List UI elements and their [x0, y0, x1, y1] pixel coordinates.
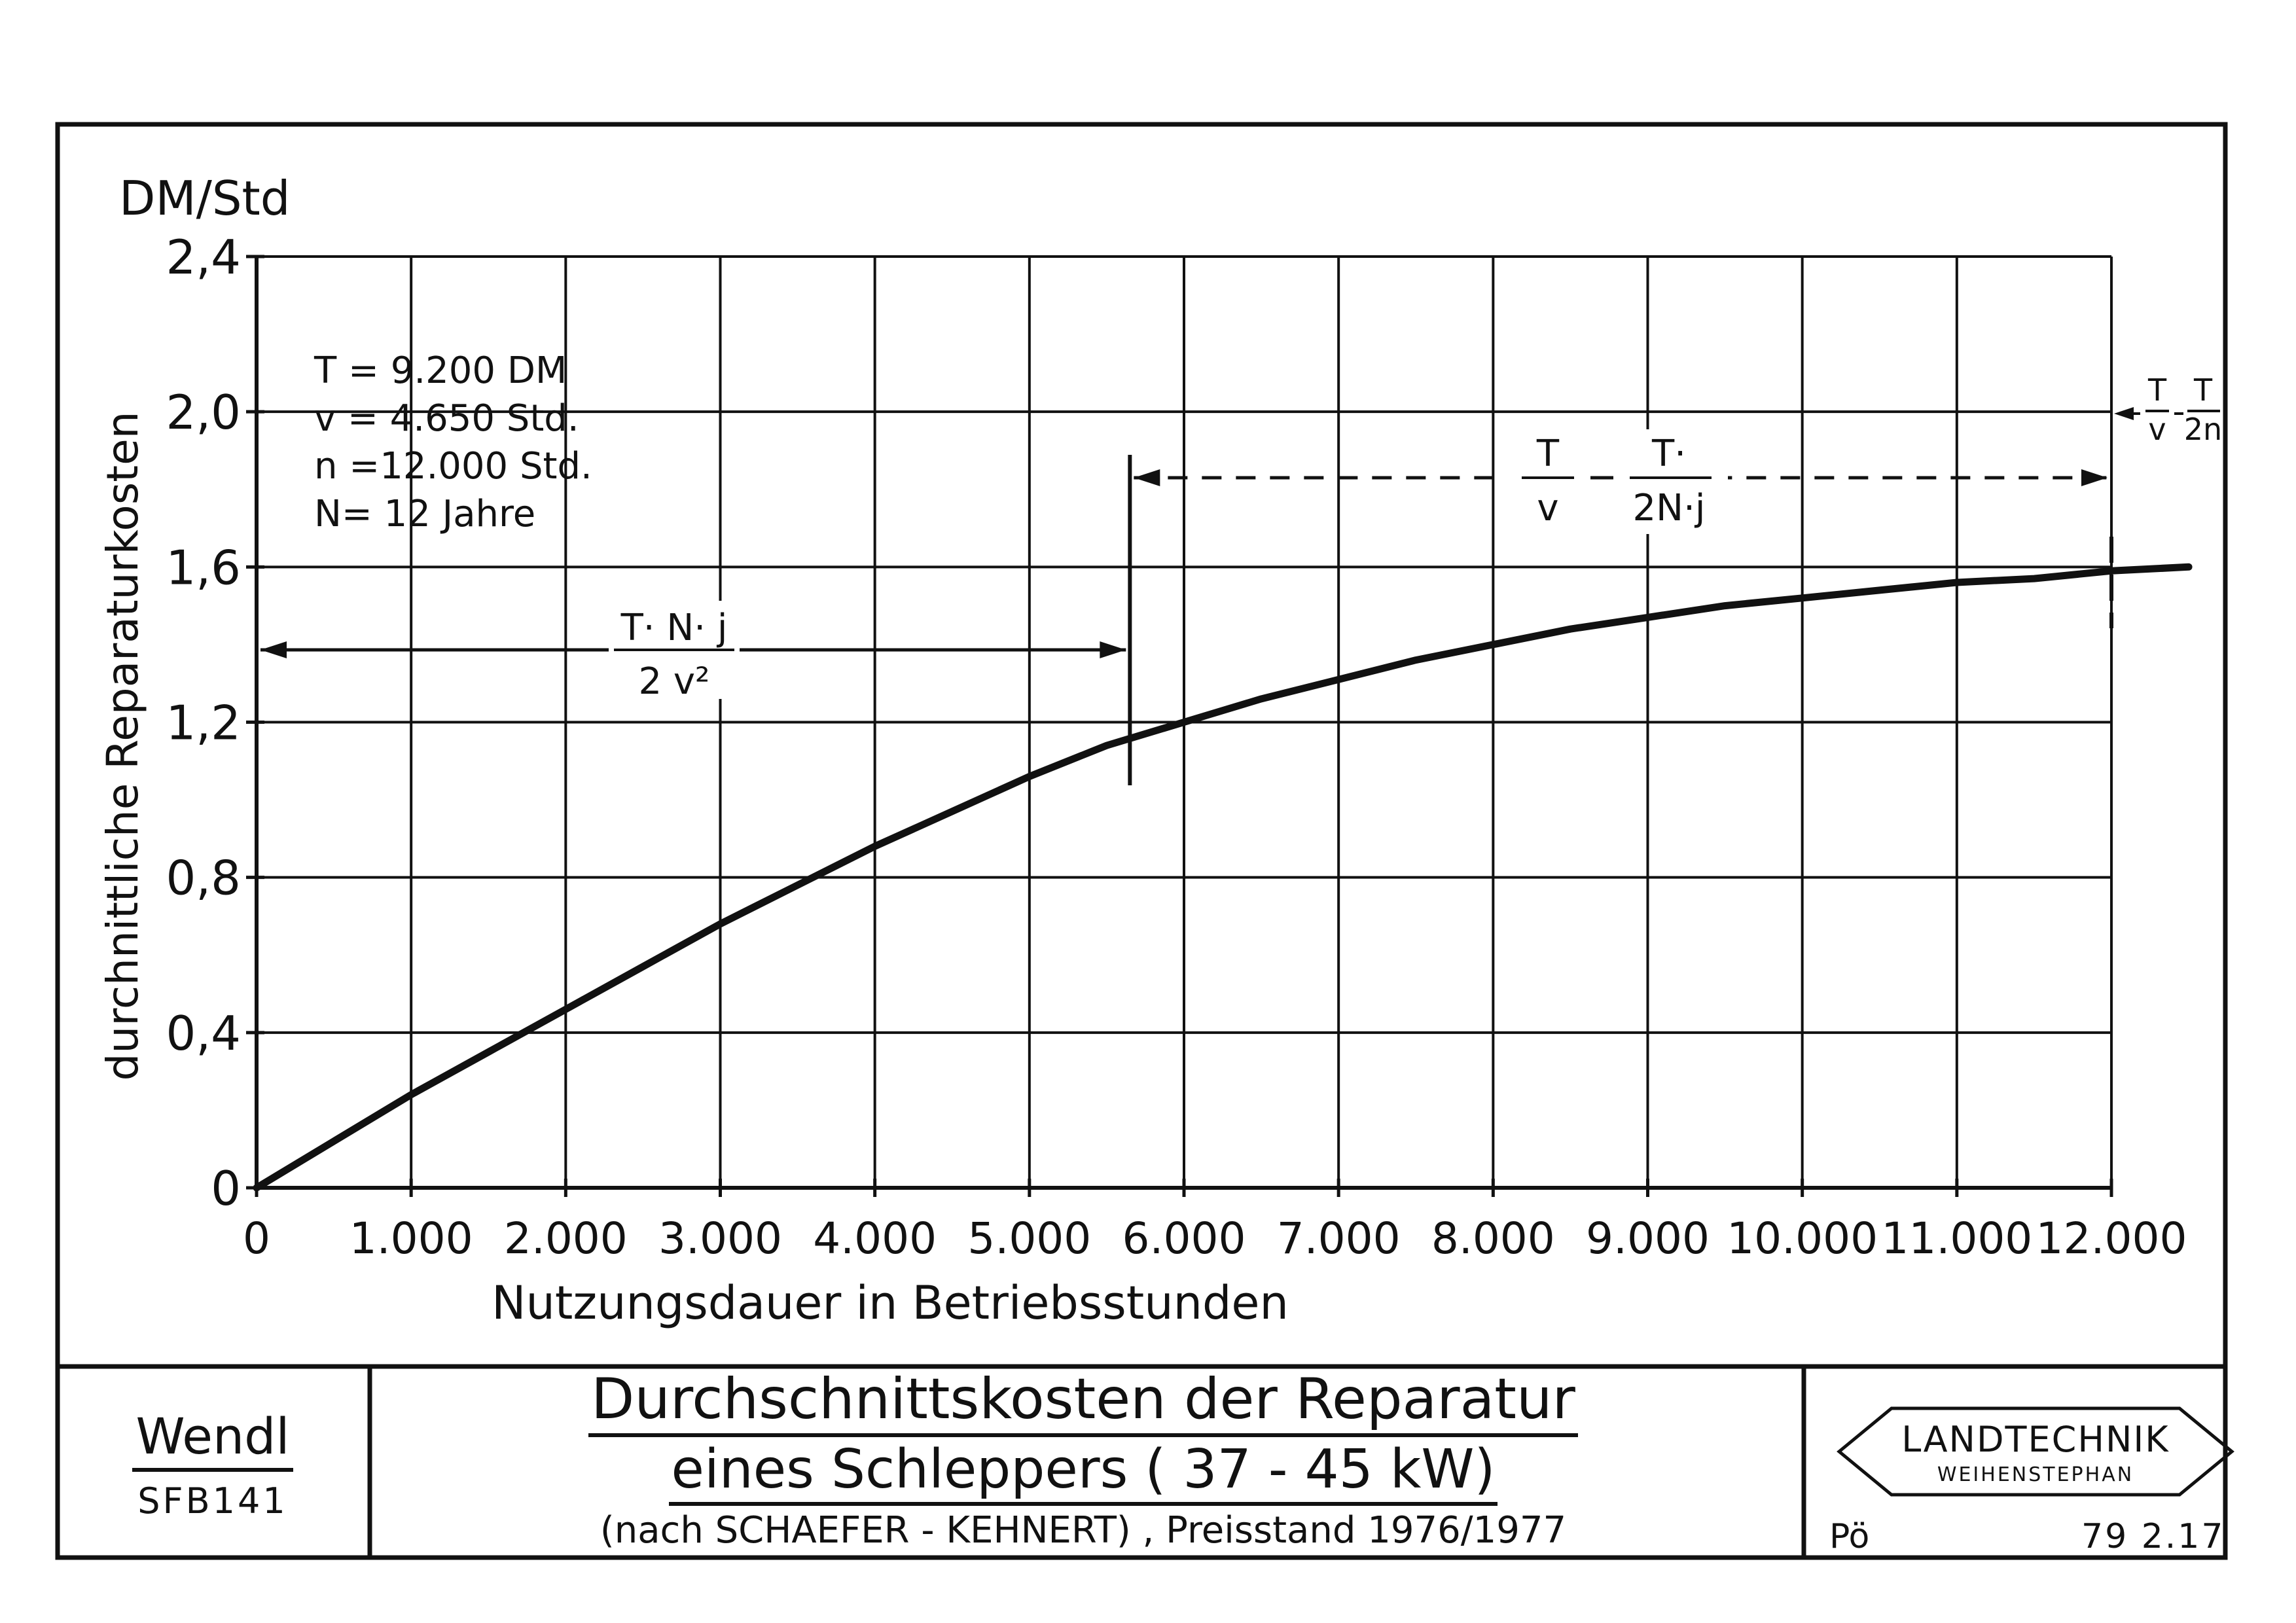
- param-v: v = 4.650 Std.: [314, 397, 579, 440]
- phase2-formula-den2: 2N·j: [1633, 487, 1706, 529]
- x-tick-label: 8.000: [1431, 1213, 1555, 1264]
- x-tick-label: 0: [243, 1213, 270, 1264]
- x-tick-label: 4.000: [813, 1213, 937, 1264]
- y-tick-label: 0: [211, 1161, 241, 1216]
- x-tick-label: 7.000: [1277, 1213, 1401, 1264]
- phase3-formula-num2: T: [2193, 372, 2213, 408]
- figure-source: (nach SCHAEFER - KEHNERT) , Preisstand 1…: [600, 1509, 1567, 1552]
- phase2-arrow-head-right: [2081, 469, 2108, 486]
- phase2-formula-num1: T: [1536, 433, 1560, 475]
- phase2-formula-bg: [1505, 429, 1728, 534]
- series-line: [253, 563, 2193, 1192]
- figure-title-line1: Durchschnittskosten der Reparatur: [373, 1366, 1793, 1437]
- figure-code: 79 2.17: [2081, 1517, 2225, 1556]
- x-tick-label: 5.000: [967, 1213, 1091, 1264]
- phase2-arrow-head-left: [1134, 469, 1160, 486]
- author-id: SFB141: [137, 1480, 288, 1522]
- phase3-formula-num1: T: [2147, 372, 2167, 408]
- phase1-formula-numerator: T· N· j: [620, 607, 728, 649]
- x-tick-label: 11.000: [1881, 1213, 2032, 1264]
- y-unit-label: DM/Std: [119, 171, 290, 226]
- tick-labels: 0 1.000 2.000 3.000 4.000 5.000 6.000 7.000 8.00…: [166, 230, 2187, 1264]
- x-tick-label: 2.000: [504, 1213, 628, 1264]
- x-tick-label: 12.000: [2036, 1213, 2187, 1264]
- phase2-formula-num2: T·: [1651, 433, 1686, 475]
- y-tick-label: 0,4: [166, 1006, 241, 1061]
- x-tick-label: 1.000: [350, 1213, 473, 1264]
- phase1-formula-denominator: 2 v²: [638, 660, 709, 703]
- y-tick-label: 1,2: [166, 696, 241, 751]
- param-N: N= 12 Jahre: [314, 493, 535, 535]
- outer-frame: [55, 122, 2228, 1560]
- param-T: T = 9.200 DM: [314, 349, 567, 392]
- param-n: n =12.000 Std.: [314, 445, 592, 488]
- drawer-abbreviation: Pö: [1829, 1517, 1870, 1556]
- logo-hexagon: [1837, 1406, 2234, 1497]
- author-name: Wendl: [59, 1407, 367, 1472]
- logo-text-landtechnik: LANDTECHNIK: [1901, 1419, 2170, 1460]
- figure-title-line2: eines Schleppers ( 37 - 45 kW): [373, 1438, 1793, 1506]
- x-tick-label: 6.000: [1122, 1213, 1246, 1264]
- x-axis-label: Nutzungsdauer in Betriebsstunden: [492, 1276, 1289, 1330]
- phase3-arrow-head: [2114, 407, 2134, 420]
- y-tick-label: 0,8: [166, 851, 241, 906]
- phase3-formula-den1: v: [2148, 412, 2166, 447]
- y-axis-label: durchnittliche Reparaturkosten: [98, 411, 148, 1080]
- phase2-formula-den1: v: [1537, 487, 1558, 529]
- logo-text-weihenstephan: WEIHENSTEPHAN: [1937, 1463, 2134, 1486]
- x-tick-label: 9.000: [1586, 1213, 1710, 1264]
- y-tick-label: 2,4: [166, 230, 241, 285]
- grid: [257, 255, 2113, 1188]
- series: [253, 563, 2193, 1192]
- phase3-formula-den2: 2n: [2184, 412, 2222, 447]
- x-tick-label: 10.000: [1727, 1213, 1878, 1264]
- phase1-arrow-head-right: [1100, 641, 1126, 658]
- y-tick-label: 1,6: [166, 540, 241, 595]
- phase1-arrow-head-left: [260, 641, 287, 658]
- y-tick-label: 2,0: [166, 385, 241, 440]
- x-tick-label: 3.000: [658, 1213, 782, 1264]
